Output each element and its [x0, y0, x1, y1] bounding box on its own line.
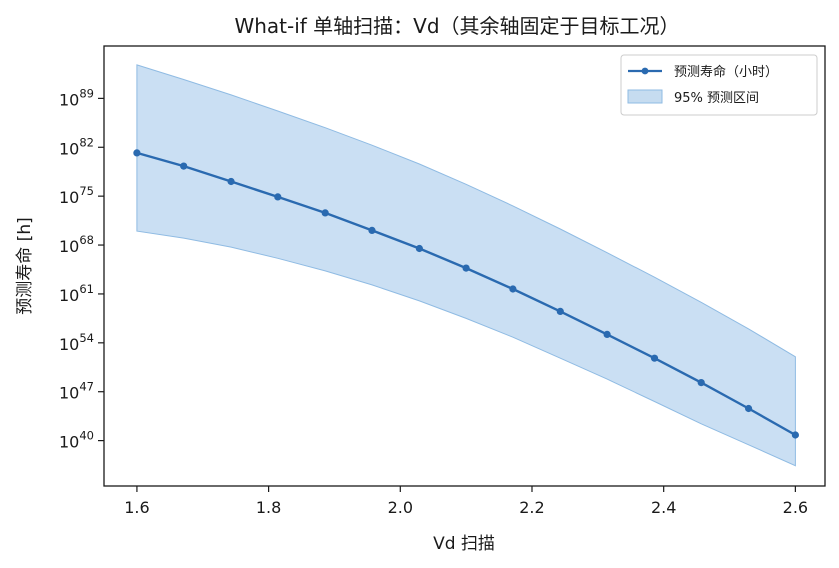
data-point	[791, 431, 800, 439]
y-tick-label: 1075	[59, 184, 94, 207]
y-tick-label: 1047	[59, 380, 94, 403]
x-tick-label: 1.8	[256, 498, 281, 517]
y-axis-ticks: 1089 1082 1075 1068 1061 1054 1047 1040	[59, 86, 104, 452]
data-point	[415, 244, 423, 253]
data-point	[274, 193, 282, 201]
x-axis-label: Vd 扫描	[433, 534, 495, 554]
x-tick-label: 1.6	[124, 498, 149, 517]
data-point	[697, 379, 705, 387]
x-tick-label: 2.4	[651, 498, 676, 517]
data-point	[462, 264, 470, 272]
legend-label-band: 95% 预测区间	[674, 91, 759, 106]
data-point	[556, 307, 564, 315]
y-tick-label: 1054	[59, 331, 94, 354]
y-tick-label: 1089	[59, 86, 94, 109]
legend-label-line: 预测寿命（小时）	[674, 64, 778, 80]
chart-title: What-if 单轴扫描：Vd（其余轴固定于目标工况）	[234, 14, 679, 38]
y-tick-label: 1061	[59, 282, 94, 305]
data-point	[603, 330, 611, 338]
x-tick-label: 2.6	[783, 498, 808, 517]
y-axis-label: 预测寿命 [h]	[15, 217, 35, 314]
x-tick-label: 2.0	[388, 498, 413, 517]
y-tick-label: 1082	[59, 135, 94, 158]
data-point	[133, 149, 141, 157]
data-point	[745, 404, 753, 413]
legend-box	[620, 54, 818, 116]
x-tick-label: 2.2	[519, 498, 544, 517]
x-axis-ticks: 1.6 1.8 2.0 2.2 2.4 2.6	[124, 486, 808, 517]
data-point	[509, 285, 517, 293]
y-tick-label: 1068	[59, 233, 94, 256]
data-point	[321, 209, 329, 217]
data-point	[227, 177, 235, 186]
y-tick-label: 1040	[59, 429, 94, 452]
data-point	[180, 162, 188, 170]
plot-area-frame	[103, 45, 826, 487]
legend: 预测寿命（小时） 95% 预测区间	[620, 54, 818, 116]
legend-line-marker	[641, 67, 649, 75]
data-point	[368, 226, 376, 234]
legend-band-swatch	[627, 89, 663, 104]
data-point	[650, 354, 659, 362]
series-points-layer	[133, 149, 800, 439]
